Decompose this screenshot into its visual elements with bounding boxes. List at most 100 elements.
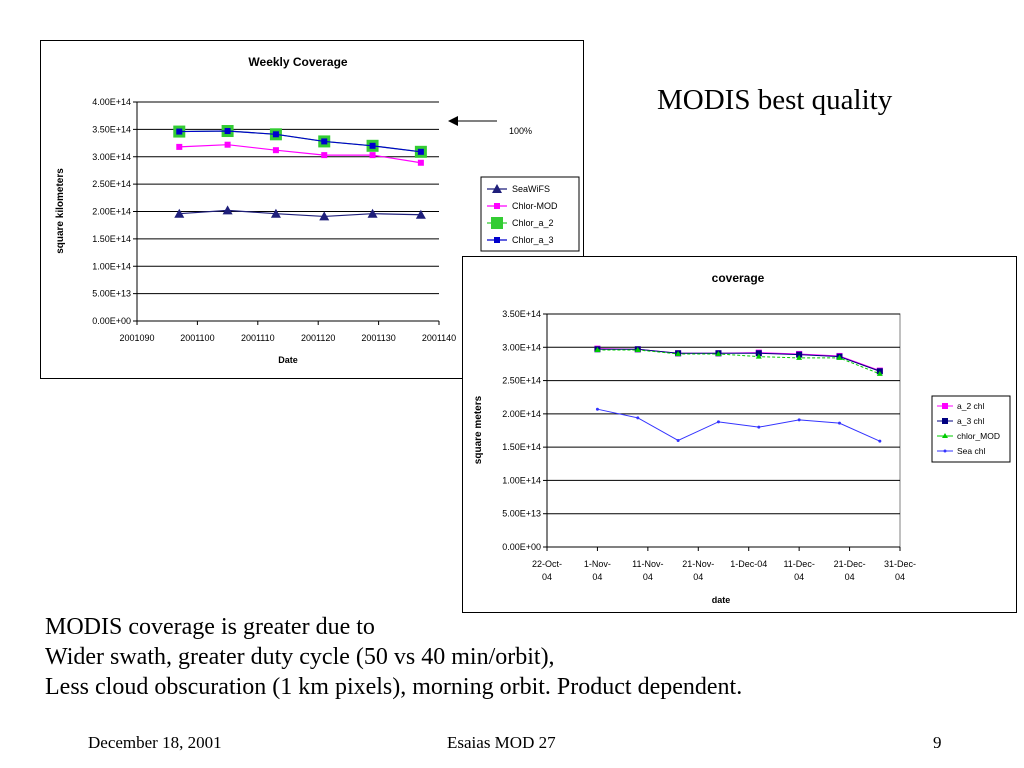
chart-title: Weekly Coverage [248,55,347,69]
data-point [878,439,882,443]
legend-label: chlor_MOD [957,431,1000,441]
x-tick-label: 2001130 [361,333,395,343]
y-tick-label: 1.50E+14 [92,234,131,244]
data-point [369,142,376,149]
legend-marker [942,403,948,409]
y-tick-label: 4.00E+14 [92,97,131,107]
data-point [676,438,680,442]
data-point [224,128,231,135]
y-tick-label: 3.50E+14 [92,124,131,134]
y-tick-label: 0.00E+00 [92,316,131,326]
series-line [179,209,421,218]
data-point [715,350,722,356]
x-tick-label: 04 [845,572,855,582]
x-axis-label: date [712,595,731,605]
x-tick-label: 11-Dec- [783,559,814,569]
x-tick-label: 2001090 [119,333,154,343]
data-point [417,148,424,155]
legend-marker [942,433,948,438]
data-point [272,147,279,154]
y-tick-label: 1.50E+14 [502,442,541,452]
x-tick-label: 04 [693,572,703,582]
data-point [270,208,281,218]
legend-label: Chlor_a_2 [512,218,554,228]
data-point [634,346,641,352]
legend-label: Chlor_a_3 [512,235,554,245]
legend-label: a_3 chl [957,416,985,426]
data-point [876,370,883,376]
annotation-label: 100% [509,126,532,136]
series-line [179,130,421,153]
y-tick-label: 2.00E+14 [502,409,541,419]
data-point [176,128,183,135]
y-axis-label: square kilometers [55,168,66,254]
data-point [321,138,328,145]
data-point [367,208,378,218]
data-point [675,350,682,356]
page-number: 9 [933,733,942,752]
weekly-coverage-chart: Weekly Coverage Date square kilometers 0.00… [40,40,584,379]
y-tick-label: 3.00E+14 [92,152,131,162]
legend-label: Sea chl [957,446,985,456]
y-tick-label: 2.50E+14 [92,179,131,189]
data-point [415,209,426,219]
data-point [222,205,233,215]
legend-label: SeaWiFS [512,184,550,194]
data-point [417,159,424,166]
data-point [716,420,720,424]
footer-center: Esaias MOD 27 [447,733,556,752]
x-tick-label: 04 [592,572,602,582]
y-tick-label: 1.00E+14 [502,475,541,485]
coverage-chart: coverage date square meters 0.00E+00 5.00E+1… [462,256,1017,613]
y-axis-label: square meters [473,395,484,464]
y-tick-label: 2.50E+14 [502,376,541,386]
data-point [755,350,762,357]
y-tick-label: 3.00E+14 [502,342,541,352]
series-line [597,349,881,375]
data-point [321,152,328,159]
data-point [319,211,330,221]
series-line [179,144,421,164]
x-axis-label: Date [278,355,298,365]
data-point [594,346,601,352]
coverage-svg: coverage date square meters 0.00E+00 5.00E+1… [473,271,1011,605]
y-tick-label: 2.00E+14 [92,207,131,217]
data-point [837,421,841,425]
data-point [174,208,185,218]
x-tick-label: 04 [542,572,552,582]
data-point [796,351,803,358]
data-point [796,354,803,360]
series-line [179,130,421,153]
data-point [272,131,279,138]
body-line: MODIS coverage is greater due to [45,614,375,640]
annotation-arrow-head [448,116,458,126]
legend-label: a_2 chl [957,401,985,411]
x-tick-label: 04 [794,572,804,582]
x-tick-label: 21-Dec- [834,559,866,569]
legend-marker [492,184,502,193]
x-tick-label: 2001140 [422,333,456,343]
data-point [636,416,640,420]
y-tick-label: 1.00E+14 [92,261,131,271]
data-point [224,141,231,148]
x-tick-label: 11-Nov- [632,559,663,569]
y-tick-label: 5.00E+13 [502,509,541,519]
x-tick-label: 21-Nov- [682,559,714,569]
x-tick-label: 1-Nov- [584,559,611,569]
x-tick-label: 22-Oct- [532,559,562,569]
legend-marker [494,203,500,209]
data-point [757,425,761,429]
x-tick-label: 31-Dec- [884,559,916,569]
x-tick-label: 2001100 [180,333,214,343]
x-tick-label: 2001120 [301,333,335,343]
series-line [597,408,881,442]
body-line: Less cloud obscuration (1 km pixels), mo… [45,674,743,700]
data-point [176,143,183,150]
data-point [836,354,843,360]
body-line: Wider swath, greater duty cycle (50 vs 4… [45,644,555,670]
body-text: MODIS coverage is greater due to Wider s… [45,612,742,702]
chart-title: coverage [712,271,765,285]
x-tick-label: 2001110 [241,333,275,343]
x-tick-label: 04 [643,572,653,582]
data-point [369,152,376,159]
